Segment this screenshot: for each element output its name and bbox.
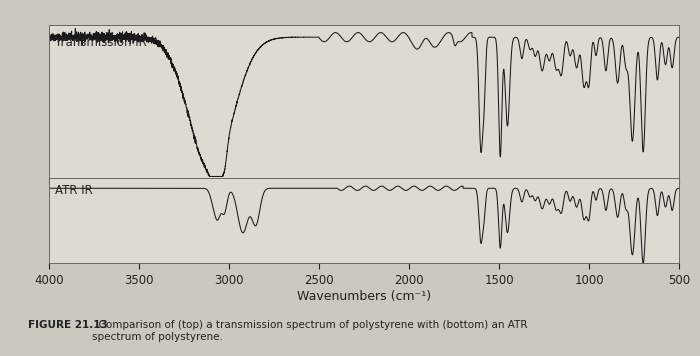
Text: Comparison of (top) a transmission spectrum of polystyrene with (bottom) an ATR
: Comparison of (top) a transmission spect…	[92, 320, 528, 342]
Text: Transmission IR: Transmission IR	[55, 36, 147, 49]
Text: Wavenumbers (cm⁻¹): Wavenumbers (cm⁻¹)	[297, 290, 431, 303]
Text: ATR IR: ATR IR	[55, 184, 93, 197]
Text: FIGURE 21.13: FIGURE 21.13	[28, 320, 108, 330]
